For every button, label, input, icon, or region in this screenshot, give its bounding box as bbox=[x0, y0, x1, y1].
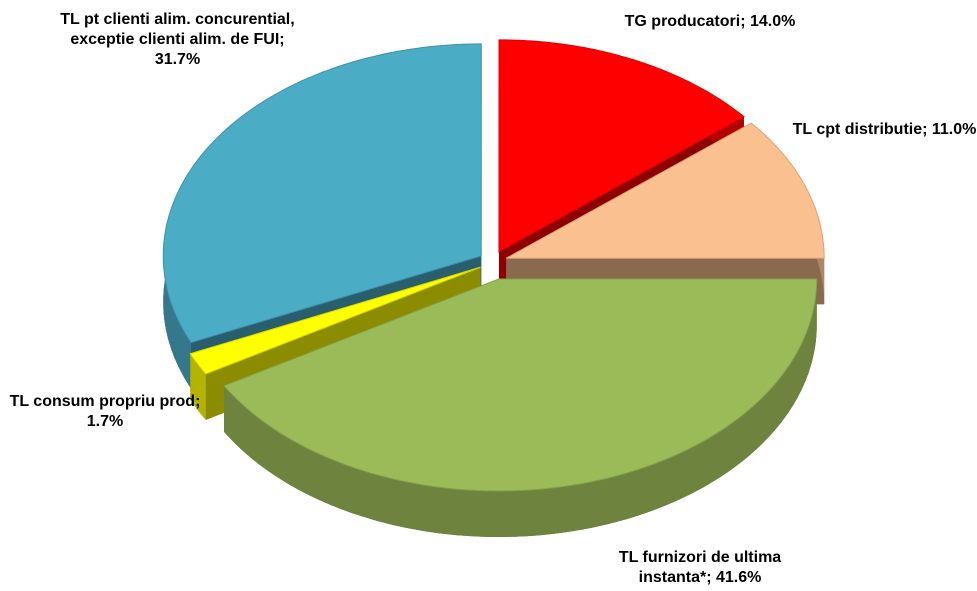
category-label: TL furnizori de ultima instanta*; bbox=[618, 549, 782, 586]
category-label: TG producatori; bbox=[624, 13, 746, 30]
data-label: TL pt clienti alim. concurential, except… bbox=[60, 10, 295, 70]
slice bbox=[498, 39, 745, 253]
slice bbox=[189, 266, 481, 375]
slice bbox=[223, 278, 818, 492]
category-label: TL pt clienti alim. concurential, except… bbox=[60, 11, 295, 48]
value-label: 41.6% bbox=[715, 569, 762, 586]
value-label: 14.0% bbox=[749, 13, 796, 30]
value-label: 1.7% bbox=[86, 413, 124, 430]
slice-side bbox=[224, 279, 817, 537]
data-label: TL furnizori de ultima instanta*; 41.6% bbox=[585, 548, 815, 588]
slice-side bbox=[190, 267, 481, 400]
category-label: TL cpt distributie; bbox=[792, 121, 928, 138]
slice bbox=[162, 43, 482, 344]
slice bbox=[505, 122, 825, 259]
data-label: TL consum propriu prod; 1.7% bbox=[5, 392, 205, 432]
category-label: TL consum propriu prod; bbox=[9, 393, 201, 410]
data-label: TL cpt distributie; 11.0% bbox=[792, 120, 977, 140]
data-label: TG producatori; 14.0% bbox=[595, 12, 825, 32]
value-label: 31.7% bbox=[154, 51, 201, 68]
value-label: 11.0% bbox=[931, 121, 977, 138]
slice-side bbox=[190, 353, 206, 420]
